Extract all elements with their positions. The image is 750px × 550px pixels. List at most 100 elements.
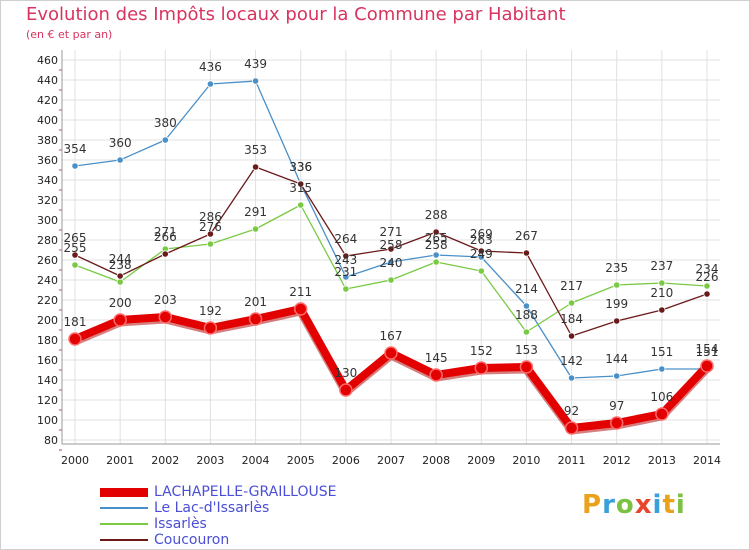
data-label: 154 [696,342,719,356]
data-label: 271 [380,225,403,239]
data-label: 258 [425,238,448,252]
data-point [567,374,576,382]
y-tick-label: 280 [37,234,58,247]
data-label: 199 [605,297,628,311]
data-point [432,228,440,236]
data-label: 436 [199,60,222,74]
data-point [342,273,350,281]
x-tick-label: 2009 [467,454,495,467]
data-label: 151 [650,345,673,359]
data-point [297,180,305,188]
data-point [339,383,353,397]
data-label: 276 [199,220,222,234]
data-label: 266 [154,230,177,244]
data-label: 167 [380,329,403,343]
data-label: 267 [515,229,538,243]
data-label: 271 [154,225,177,239]
data-point [116,272,124,280]
data-label: 144 [605,352,628,366]
data-label: 244 [109,252,132,266]
legend-swatch [100,487,148,497]
x-tick-label: 2014 [693,454,721,467]
data-point [658,279,666,287]
proxiti-logo: Proxiti [582,490,686,520]
y-tick-label: 440 [37,74,58,87]
y-tick-label: 80 [44,434,58,447]
data-label: 214 [515,282,538,296]
data-label: 106 [650,390,673,404]
data-point [432,251,440,259]
data-label: 238 [109,258,132,272]
data-label: 288 [425,208,448,222]
data-point [387,245,395,253]
data-point [158,310,173,324]
data-label: 353 [244,143,267,157]
data-point [384,346,398,360]
data-point [703,282,711,290]
data-label: 336 [289,160,312,174]
x-tick-label: 2010 [512,454,540,467]
data-point [251,225,260,233]
data-point [658,306,666,314]
data-label: 151 [696,345,719,359]
data-point [251,77,260,85]
legend-label: LACHAPELLE-GRAILLOUSE [154,484,337,500]
data-point [342,285,350,293]
y-tick-label: 160 [37,354,58,367]
y-tick-label: 420 [37,94,58,107]
x-tick-label: 2000 [61,454,89,467]
data-point [248,312,263,326]
chart-subtitle: (en € et par an) [26,28,113,41]
data-point [432,258,440,266]
legend-label: Le Lac-d'Issarlès [154,500,270,516]
data-point [206,240,215,248]
data-label: 265 [425,231,448,245]
data-point [206,80,215,88]
y-tick-label: 140 [37,374,58,387]
data-point [387,258,395,266]
y-tick-label: 240 [37,274,58,287]
y-tick-label: 460 [37,54,58,67]
logo-letter: x [634,490,653,520]
x-tick-label: 2011 [558,454,586,467]
y-tick-label: 260 [37,254,58,267]
y-tick-label: 360 [37,154,58,167]
data-point [519,360,534,374]
data-label: 235 [605,261,628,275]
data-label: 231 [334,265,357,279]
data-point [71,251,79,259]
logo-letter: P [582,490,603,520]
y-tick-label: 340 [37,174,58,187]
data-label: 226 [696,270,719,284]
data-label: 234 [696,262,719,276]
x-tick-label: 2006 [332,454,360,467]
data-label: 258 [380,238,403,252]
data-label: 249 [470,247,493,261]
y-tick-label: 120 [37,394,58,407]
data-label: 336 [289,160,312,174]
x-tick-label: 2005 [287,454,315,467]
data-point [68,332,82,346]
data-point [203,321,218,335]
data-point [387,276,395,284]
data-point [161,250,169,258]
data-label: 265 [64,231,87,245]
legend-label: Coucouron [154,532,230,548]
x-tick-label: 2001 [106,454,134,467]
logo-letter: t [662,490,676,520]
x-tick-label: 2004 [242,454,270,467]
logo-letter: i [652,490,663,520]
x-tick-label: 2008 [422,454,450,467]
data-point [564,421,579,435]
data-point [477,267,485,275]
data-point [567,332,576,340]
data-label: 152 [470,344,493,358]
data-label: 240 [380,256,403,270]
data-label: 130 [334,366,357,380]
y-tick-label: 380 [37,134,58,147]
data-label: 145 [425,351,448,365]
data-label: 269 [470,227,493,241]
data-point [613,281,621,289]
data-label: 184 [560,312,583,326]
data-label: 181 [64,315,87,329]
